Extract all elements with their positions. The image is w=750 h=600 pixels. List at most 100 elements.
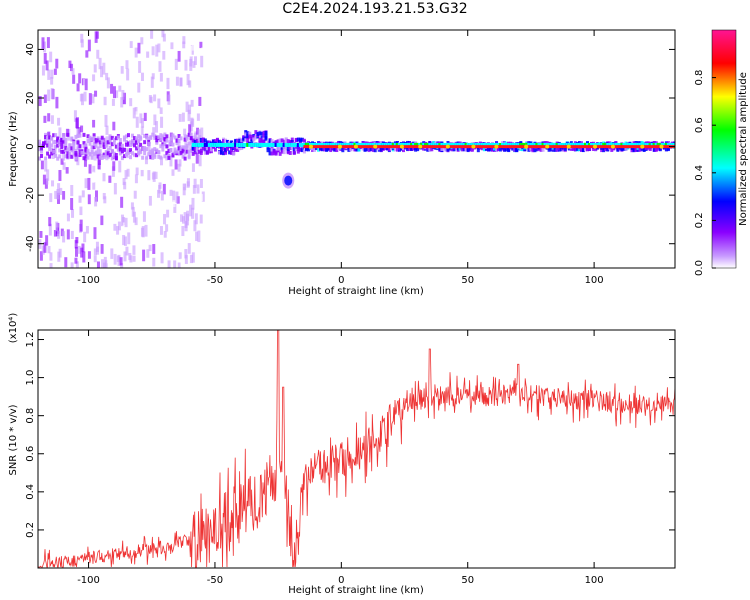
snr-scale-label: (x10⁴) [8,313,19,344]
band-core [226,142,230,147]
noise-blob [180,214,184,222]
band-cell [86,155,90,160]
band-cell [86,139,90,144]
band-cell [642,147,646,152]
band-core [254,142,258,147]
band-cell [197,149,201,154]
band-cell [408,146,412,151]
band-cell [92,142,96,147]
band-cell [104,143,108,148]
band-cell [248,134,252,139]
band-cell [159,137,163,142]
snr-x-label: Height of straight line (km) [288,585,424,596]
band-cell [102,154,106,159]
band-cell [173,147,177,152]
band-core [581,142,585,147]
noise-blob [143,112,147,121]
noise-blob [58,127,62,138]
band-cell [222,151,226,156]
band-cell [165,150,169,155]
band-cell [555,147,559,152]
ridge-dot [640,144,645,149]
band-cell [234,146,238,151]
band-core [232,142,236,147]
noise-blob [87,177,91,190]
band-cell [313,147,317,152]
band-cell [54,153,58,158]
noise-blob [174,58,178,70]
band-cell [100,135,104,140]
band-core [551,142,555,147]
noise-blob [196,113,200,121]
band-cell [292,150,296,155]
band-cell [215,138,219,143]
band-cell [238,138,242,143]
band-cell [171,153,175,158]
band-core [371,142,375,147]
band-cell [209,147,213,152]
band-cell [167,153,171,158]
band-cell [327,146,331,151]
band-cell [147,152,151,157]
band-cell [139,150,143,155]
band-core [555,142,559,147]
noise-blob [140,72,144,81]
band-cell [268,147,272,152]
band-cell [266,140,270,145]
band-cell [533,148,537,153]
noise-blob [73,110,77,122]
band-cell [652,147,656,152]
noise-blob [49,51,53,63]
band-core [395,142,399,147]
noise-blob [70,197,74,210]
noise-blob [93,227,97,240]
noise-blob [47,245,51,254]
band-cell [94,150,98,155]
noise-blob [105,72,109,81]
band-core [432,142,436,147]
band-cell [199,137,203,142]
noise-blob [138,125,142,135]
band-cell [217,150,221,155]
band-cell [296,137,300,142]
band-cell [38,143,41,148]
noise-blob [167,260,171,268]
ridge-dot [545,144,550,149]
band-core [426,142,430,147]
noise-blob [70,230,74,240]
band-cell [199,140,203,145]
band-cell [98,155,102,160]
noise-blob [43,94,47,103]
band-cell [46,143,50,148]
band-cell [114,152,118,157]
noise-blob [190,99,194,107]
snr-y-tick-label: 0.6 [25,446,36,462]
noise-blob [157,43,161,53]
colorbar: 0.0 0.2 0.4 0.6 0.8 Normalized spectral ampl… [694,29,749,276]
band-cell [68,151,72,156]
band-cell [321,147,325,152]
noise-blob [88,164,92,174]
band-cell [42,142,46,147]
band-cell [44,135,48,140]
band-cell [258,140,262,145]
band-core [476,142,480,147]
ridge-dot [445,144,450,149]
band-cell [389,146,393,151]
band-core [442,142,446,147]
band-cell [183,134,187,139]
band-cell [139,142,143,147]
band-cell [664,147,668,152]
band-cell [559,147,563,152]
band-cell [256,131,260,136]
noise-blob [184,59,188,71]
noise-blob [92,119,96,128]
band-cell [199,150,203,155]
band-core [319,142,323,147]
noise-blob [49,252,53,261]
band-core [260,142,264,147]
band-cell [189,148,193,153]
noise-blob [93,248,97,256]
band-core [541,142,545,147]
noise-blob [144,157,148,165]
